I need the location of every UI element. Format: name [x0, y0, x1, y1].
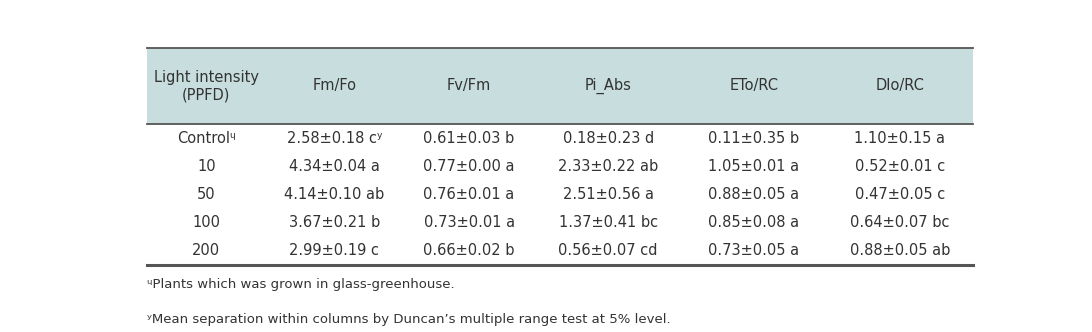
Text: 1.37±0.41 bc: 1.37±0.41 bc — [559, 215, 657, 230]
Text: 1.05±0.01 a: 1.05±0.01 a — [709, 159, 799, 174]
Text: 0.61±0.03 b: 0.61±0.03 b — [424, 131, 514, 146]
Text: 100: 100 — [192, 215, 221, 230]
Text: 1.10±0.15 a: 1.10±0.15 a — [854, 131, 946, 146]
Text: 4.14±0.10 ab: 4.14±0.10 ab — [284, 187, 384, 202]
Text: 50: 50 — [197, 187, 215, 202]
Text: Light intensity
(PPFD): Light intensity (PPFD) — [154, 70, 259, 102]
Text: DIo/RC: DIo/RC — [876, 78, 924, 93]
Text: ʸMean separation within columns by Duncan’s multiple range test at 5% level.: ʸMean separation within columns by Dunca… — [146, 313, 670, 326]
Text: 0.52±0.01 c: 0.52±0.01 c — [855, 159, 945, 174]
Text: 3.67±0.21 b: 3.67±0.21 b — [288, 215, 380, 230]
Text: 0.66±0.02 b: 0.66±0.02 b — [424, 243, 514, 258]
Text: 4.34±0.04 a: 4.34±0.04 a — [289, 159, 380, 174]
Text: 2.33±0.22 ab: 2.33±0.22 ab — [558, 159, 658, 174]
Text: Pi_Abs: Pi_Abs — [585, 78, 631, 94]
Text: Controlᶣ: Controlᶣ — [177, 131, 236, 146]
Text: 10: 10 — [197, 159, 215, 174]
Text: 0.73±0.01 a: 0.73±0.01 a — [424, 215, 514, 230]
Text: 2.99±0.19 c: 2.99±0.19 c — [289, 243, 379, 258]
Text: 0.18±0.23 d: 0.18±0.23 d — [562, 131, 654, 146]
Text: 0.77±0.00 a: 0.77±0.00 a — [424, 159, 514, 174]
Text: 0.85±0.08 a: 0.85±0.08 a — [709, 215, 799, 230]
Text: Fv/Fm: Fv/Fm — [447, 78, 491, 93]
Text: 0.56±0.07 cd: 0.56±0.07 cd — [558, 243, 658, 258]
Text: 0.11±0.35 b: 0.11±0.35 b — [709, 131, 799, 146]
Text: 2.58±0.18 cʸ: 2.58±0.18 cʸ — [286, 131, 382, 146]
Text: 200: 200 — [192, 243, 221, 258]
Text: 0.88±0.05 a: 0.88±0.05 a — [709, 187, 799, 202]
Text: 0.73±0.05 a: 0.73±0.05 a — [709, 243, 799, 258]
Text: ETo/RC: ETo/RC — [729, 78, 779, 93]
Text: 0.88±0.05 ab: 0.88±0.05 ab — [850, 243, 950, 258]
Text: 0.47±0.05 c: 0.47±0.05 c — [855, 187, 945, 202]
Text: ᶣPlants which was grown in glass-greenhouse.: ᶣPlants which was grown in glass-greenho… — [146, 278, 454, 290]
Text: 2.51±0.56 a: 2.51±0.56 a — [562, 187, 654, 202]
Text: Fm/Fo: Fm/Fo — [312, 78, 356, 93]
Text: 0.76±0.01 a: 0.76±0.01 a — [424, 187, 514, 202]
Text: 0.64±0.07 bc: 0.64±0.07 bc — [850, 215, 950, 230]
